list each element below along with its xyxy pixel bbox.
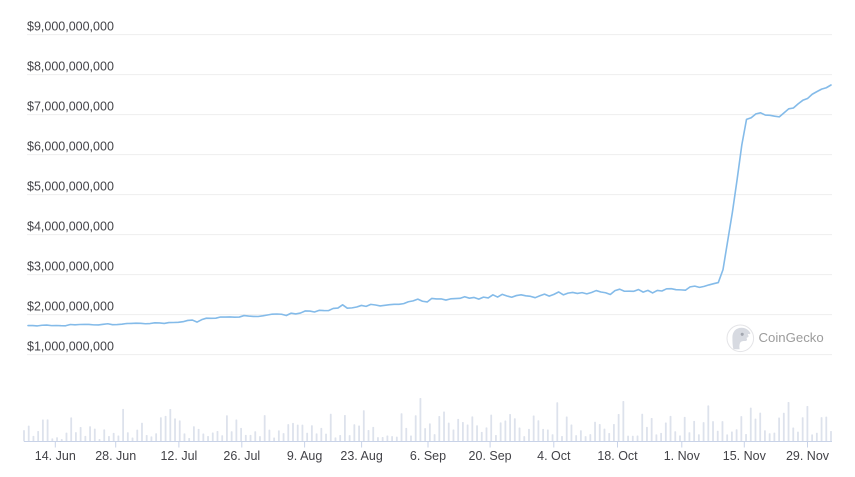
svg-text:$1,000,000,000: $1,000,000,000 [27,340,114,354]
svg-text:12. Jul: 12. Jul [160,449,197,463]
svg-text:6. Sep: 6. Sep [410,449,446,463]
svg-text:28. Jun: 28. Jun [95,449,136,463]
svg-text:1. Nov: 1. Nov [664,449,701,463]
svg-text:$9,000,000,000: $9,000,000,000 [27,20,114,34]
svg-text:$6,000,000,000: $6,000,000,000 [27,140,114,154]
svg-text:14. Jun: 14. Jun [35,449,76,463]
svg-text:$7,000,000,000: $7,000,000,000 [27,100,114,114]
svg-text:9. Aug: 9. Aug [287,449,322,463]
svg-text:$2,000,000,000: $2,000,000,000 [27,300,114,314]
svg-text:20. Sep: 20. Sep [469,449,512,463]
svg-text:23. Aug: 23. Aug [340,449,382,463]
svg-text:$4,000,000,000: $4,000,000,000 [27,220,114,234]
svg-text:4. Oct: 4. Oct [537,449,571,463]
svg-text:29. Nov: 29. Nov [786,449,830,463]
svg-text:15. Nov: 15. Nov [723,449,767,463]
svg-text:$5,000,000,000: $5,000,000,000 [27,180,114,194]
svg-text:18. Oct: 18. Oct [597,449,638,463]
svg-text:$8,000,000,000: $8,000,000,000 [27,60,114,74]
svg-text:$3,000,000,000: $3,000,000,000 [27,260,114,274]
svg-text:CoinGecko: CoinGecko [759,330,824,345]
svg-text:26. Jul: 26. Jul [223,449,260,463]
